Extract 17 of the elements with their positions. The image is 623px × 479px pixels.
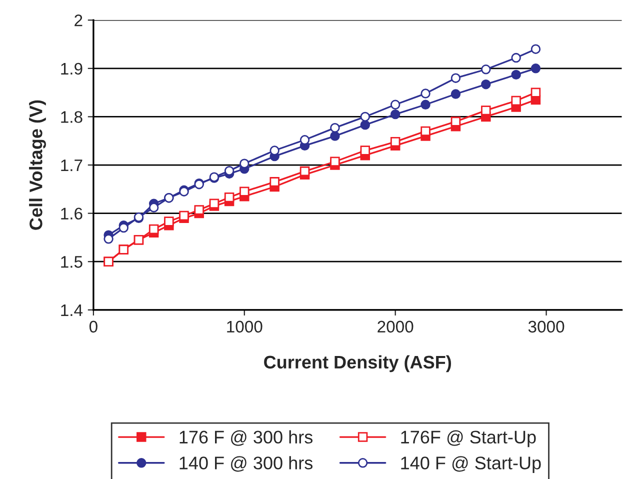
y-tick-label: 1.6: [61, 208, 82, 220]
y-tick-label: 1.5: [61, 256, 82, 268]
legend-label: 176F @ Start-Up: [401, 430, 536, 448]
legend-label: 140 F @ 300 hrs: [180, 456, 313, 472]
x-tick-label: 1000: [227, 320, 262, 333]
x-tick-label: 0: [89, 320, 98, 333]
y-tick-label: 2: [74, 14, 82, 26]
x-tick-label: 3000: [528, 320, 564, 333]
y-axis-title: Cell Voltage (V): [29, 100, 46, 230]
y-tick-label: 1.7: [61, 160, 82, 172]
y-tick-label: 1.9: [61, 62, 82, 75]
legend-label: 140 F @ Start-Up: [401, 456, 541, 473]
x-tick-label: 2000: [378, 320, 414, 333]
y-tick-label: 1.4: [61, 304, 83, 316]
y-tick-label: 1.8: [61, 111, 82, 123]
x-axis-title: Current Density (ASF): [264, 355, 452, 372]
legend-label: 176 F @ 300 hrs: [180, 430, 313, 446]
